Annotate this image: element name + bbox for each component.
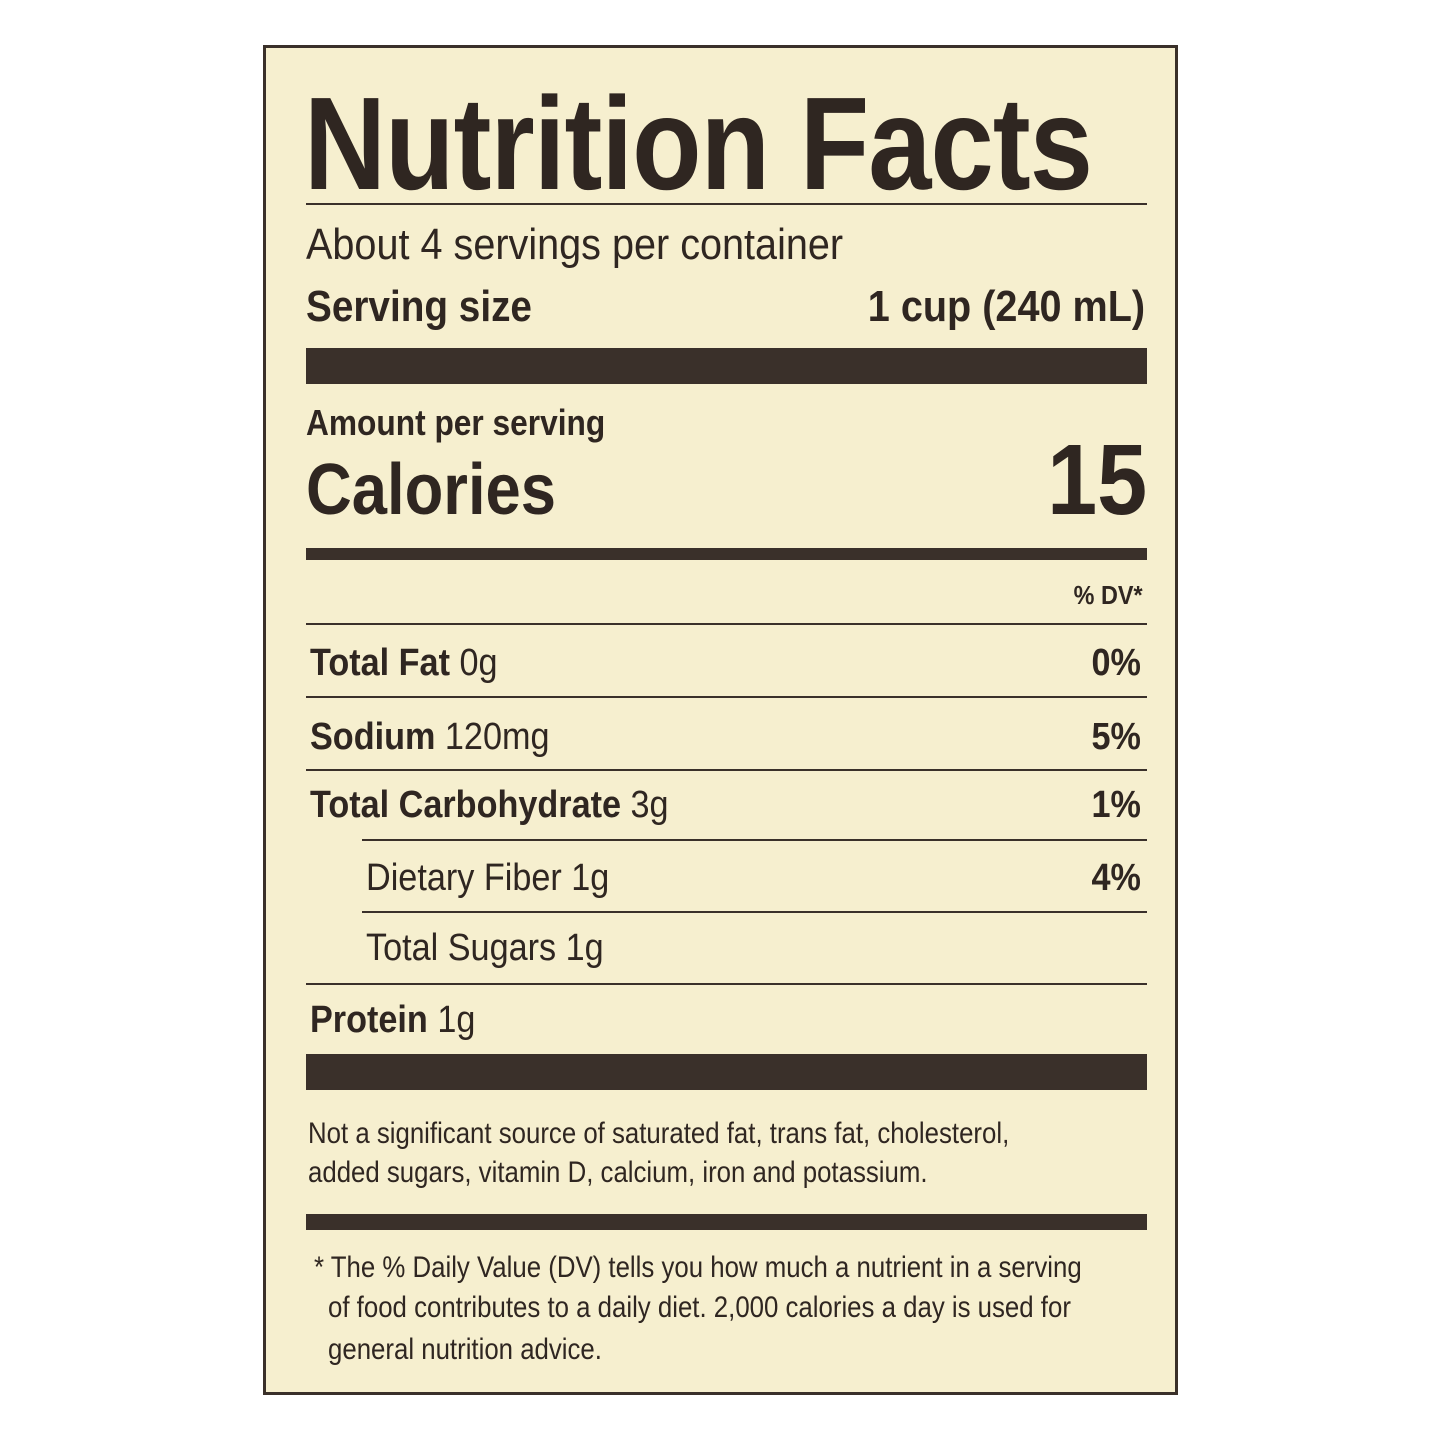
footnote-line2: of food contributes to a daily diet. 2,0… xyxy=(328,1291,1071,1324)
nutrient-row-sodium: Sodium 120mg 5% xyxy=(306,717,1145,757)
divider xyxy=(362,911,1147,913)
footnote-rule xyxy=(306,1214,1147,1230)
not-significant-line1: Not a significant source of saturated fa… xyxy=(308,1117,1010,1150)
divider xyxy=(306,983,1147,985)
nutrient-amount: 120mg xyxy=(444,716,550,758)
nutrient-amount: 1g xyxy=(565,927,604,969)
nutrition-facts-label: Nutrition Facts About 4 servings per con… xyxy=(263,45,1178,1395)
nutrient-dv: 1% xyxy=(1091,784,1141,826)
footnote-line1: * The % Daily Value (DV) tells you how m… xyxy=(314,1251,1082,1284)
nutrient-label: Sodium xyxy=(310,716,436,758)
servings-per-container: About 4 servings per container xyxy=(306,220,844,269)
nutrient-dv: 5% xyxy=(1091,716,1141,758)
nutrient-amount: 1g xyxy=(571,857,610,899)
nutrient-name: Total Carbohydrate 3g xyxy=(310,785,669,825)
divider xyxy=(306,696,1147,698)
nutrient-name: Total Fat 0g xyxy=(310,643,498,683)
divider xyxy=(362,839,1147,841)
dv-header: % DV* xyxy=(1074,580,1143,610)
nutrient-name: Protein 1g xyxy=(310,1000,475,1040)
thick-rule-top xyxy=(306,348,1147,384)
nutrient-name: Total Sugars 1g xyxy=(366,928,604,968)
nutrient-label: Dietary Fiber xyxy=(366,857,562,899)
nutrient-label: Total Carbohydrate xyxy=(310,784,622,826)
nutrient-label: Protein xyxy=(310,999,428,1041)
nutrient-amount: 1g xyxy=(437,999,476,1041)
nutrient-dv: 4% xyxy=(1091,857,1141,899)
nutrient-amount: 3g xyxy=(630,784,669,826)
nutrient-label: Total Fat xyxy=(310,642,450,684)
nutrient-row-protein: Protein 1g xyxy=(306,1000,1145,1040)
nutrient-row-total-sugars: Total Sugars 1g xyxy=(306,928,1145,968)
not-significant-line2: added sugars, vitamin D, calcium, iron a… xyxy=(308,1156,928,1189)
label-title: Nutrition Facts xyxy=(304,70,1093,217)
calories-value: 15 xyxy=(1046,424,1147,536)
nutrient-row-dietary-fiber: Dietary Fiber 1g 4% xyxy=(306,858,1145,898)
nutrient-row-total-carbohydrate: Total Carbohydrate 3g 1% xyxy=(306,785,1145,825)
serving-size-value: 1 cup (240 mL) xyxy=(867,282,1145,331)
title-rule xyxy=(306,203,1147,205)
nutrient-name: Dietary Fiber 1g xyxy=(366,858,609,898)
nutrient-dv: 0% xyxy=(1091,642,1141,684)
calories-label: Calories xyxy=(306,450,557,530)
thick-rule-bottom xyxy=(306,1054,1147,1090)
amount-per-serving: Amount per serving xyxy=(306,402,606,443)
nutrient-amount: 0g xyxy=(459,642,498,684)
divider xyxy=(306,769,1147,771)
nutrient-label: Total Sugars xyxy=(366,927,557,969)
nutrient-row-total-fat: Total Fat 0g 0% xyxy=(306,643,1145,683)
footnote-line3: general nutrition advice. xyxy=(328,1333,602,1366)
divider xyxy=(306,623,1147,625)
nutrient-name: Sodium 120mg xyxy=(310,717,549,757)
serving-size-label: Serving size xyxy=(306,282,532,331)
medium-rule xyxy=(306,548,1147,560)
